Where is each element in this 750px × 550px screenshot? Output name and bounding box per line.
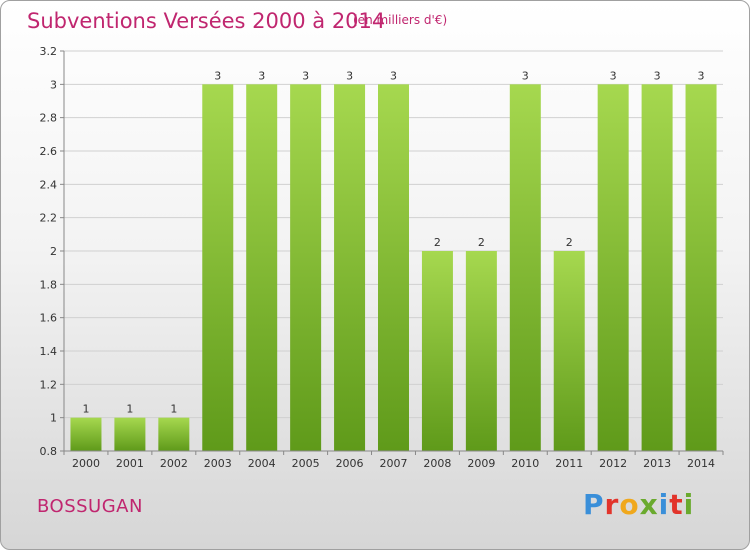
bar-2003 bbox=[202, 84, 234, 451]
bar-value-label: 3 bbox=[346, 69, 353, 82]
y-tick-label: 0.8 bbox=[40, 445, 58, 458]
bar-value-label: 1 bbox=[82, 403, 89, 416]
x-tick-label: 2004 bbox=[248, 457, 276, 470]
x-tick-label: 2003 bbox=[204, 457, 232, 470]
bar-2008 bbox=[421, 251, 453, 451]
x-tick-label: 2010 bbox=[511, 457, 539, 470]
x-tick-label: 2000 bbox=[72, 457, 100, 470]
bar-value-label: 3 bbox=[390, 69, 397, 82]
proxiti-logo: Proxiti bbox=[583, 488, 694, 521]
bar-value-label: 3 bbox=[698, 69, 705, 82]
bar-2005 bbox=[290, 84, 322, 451]
x-tick-label: 2011 bbox=[555, 457, 583, 470]
y-tick-label: 3.2 bbox=[40, 45, 58, 58]
logo-letter: x bbox=[639, 488, 659, 521]
logo-letter: P bbox=[583, 488, 605, 521]
bar-2011 bbox=[553, 251, 585, 451]
y-tick-label: 1.8 bbox=[40, 278, 58, 291]
x-tick-label: 2013 bbox=[643, 457, 671, 470]
bar-value-label: 2 bbox=[566, 236, 573, 249]
y-tick-label: 1 bbox=[50, 412, 57, 425]
y-tick-label: 3 bbox=[50, 78, 57, 91]
bar-2013 bbox=[641, 84, 673, 451]
bar-value-label: 1 bbox=[170, 403, 177, 416]
chart-subtitle: (en milliers d'€) bbox=[353, 13, 448, 27]
bar-value-label: 1 bbox=[126, 403, 133, 416]
y-tick-label: 1.4 bbox=[40, 345, 58, 358]
place-name: BOSSUGAN bbox=[37, 496, 143, 517]
bar-2014 bbox=[685, 84, 717, 451]
bar-2000 bbox=[70, 417, 102, 451]
logo-letter: r bbox=[604, 488, 620, 521]
bar-2006 bbox=[334, 84, 366, 451]
bar-2001 bbox=[114, 417, 146, 451]
x-tick-label: 2005 bbox=[292, 457, 320, 470]
y-tick-label: 1.2 bbox=[40, 378, 58, 391]
logo-letter: i bbox=[658, 488, 670, 521]
bar-value-label: 3 bbox=[302, 69, 309, 82]
logo-letter: o bbox=[619, 488, 640, 521]
bar-2007 bbox=[378, 84, 409, 451]
bar-value-label: 2 bbox=[434, 236, 441, 249]
bar-2002 bbox=[158, 417, 190, 451]
bar-value-label: 3 bbox=[610, 69, 617, 82]
bar-2009 bbox=[465, 251, 497, 451]
bar-2012 bbox=[597, 84, 629, 451]
x-tick-label: 2009 bbox=[467, 457, 495, 470]
chart-title: Subventions Versées 2000 à 2014 bbox=[27, 9, 386, 33]
y-tick-label: 2.4 bbox=[40, 178, 58, 191]
x-tick-label: 2014 bbox=[687, 457, 715, 470]
y-tick-label: 2.6 bbox=[40, 145, 58, 158]
bar-value-label: 3 bbox=[522, 69, 529, 82]
bar-value-label: 3 bbox=[258, 69, 265, 82]
logo-letter: t bbox=[669, 488, 684, 521]
y-tick-label: 2 bbox=[50, 245, 57, 258]
y-tick-label: 2.8 bbox=[40, 112, 58, 125]
x-tick-label: 2006 bbox=[336, 457, 364, 470]
x-tick-label: 2002 bbox=[160, 457, 188, 470]
bar-value-label: 3 bbox=[214, 69, 221, 82]
bar-2004 bbox=[246, 84, 278, 451]
y-tick-label: 1.6 bbox=[40, 312, 58, 325]
x-tick-label: 2012 bbox=[599, 457, 627, 470]
y-tick-label: 2.2 bbox=[40, 212, 58, 225]
logo-letter: i bbox=[683, 488, 695, 521]
bar-2010 bbox=[509, 84, 541, 451]
bar-value-label: 3 bbox=[654, 69, 661, 82]
bar-value-label: 2 bbox=[478, 236, 485, 249]
x-tick-label: 2008 bbox=[423, 457, 451, 470]
x-tick-label: 2007 bbox=[380, 457, 408, 470]
x-tick-label: 2001 bbox=[116, 457, 144, 470]
